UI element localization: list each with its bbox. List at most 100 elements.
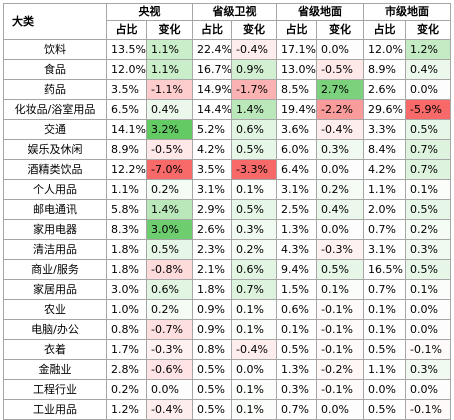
- share-cell: 2.9%: [192, 199, 232, 220]
- share-cell: 2.0%: [363, 199, 406, 220]
- category-cell: 农业: [3, 299, 107, 320]
- category-cell: 商业/服务: [3, 259, 107, 280]
- share-cell: 13.5%: [106, 39, 147, 60]
- change-cell: 0.2%: [231, 239, 277, 260]
- change-cell: 0.1%: [231, 179, 277, 200]
- share-cell: 6.4%: [276, 159, 317, 180]
- share-cell: 1.0%: [106, 299, 147, 320]
- share-cell: 1.1%: [106, 179, 147, 200]
- change-cell: -0.3%: [146, 339, 193, 360]
- category-cell: 药品: [3, 79, 107, 100]
- change-cell: 0.3%: [405, 239, 451, 260]
- change-cell: -0.1%: [405, 399, 451, 420]
- change-cell: 0.0%: [231, 359, 277, 380]
- change-cell: 0.7%: [405, 159, 451, 180]
- change-cell: 0.0%: [405, 79, 451, 100]
- share-cell: 0.5%: [192, 379, 232, 400]
- change-cell: -0.8%: [146, 259, 193, 280]
- share-cell: 3.6%: [276, 119, 317, 140]
- share-cell: 0.7%: [363, 279, 406, 300]
- group-header-provincial-satellite: 省级卫视: [192, 3, 277, 21]
- category-cell: 饮料: [3, 39, 107, 60]
- category-cell: 家居用品: [3, 279, 107, 300]
- share-cell: 8.3%: [106, 219, 147, 240]
- table-row: 个人用品 1.1% 0.2% 3.1% 0.1% 3.1% 0.2% 1.1% 0.1%: [3, 179, 451, 200]
- table-row: 娱乐及休闲 8.9% -0.5% 4.2% 0.5% 6.0% 0.3% 8.4% 0.7%: [3, 139, 451, 160]
- share-cell: 5.2%: [192, 119, 232, 140]
- sub-header-share: 占比: [106, 20, 147, 40]
- category-cell: 娱乐及休闲: [3, 139, 107, 160]
- sub-header-change: 变化: [231, 20, 277, 40]
- share-cell: 19.4%: [276, 99, 317, 120]
- change-cell: 0.5%: [405, 199, 451, 220]
- change-cell: 1.4%: [231, 99, 277, 120]
- category-cell: 工业用品: [3, 399, 107, 420]
- share-cell: 0.7%: [363, 219, 406, 240]
- share-cell: 1.2%: [106, 399, 147, 420]
- change-cell: 0.5%: [231, 139, 277, 160]
- share-cell: 1.8%: [106, 259, 147, 280]
- change-cell: 0.1%: [316, 279, 364, 300]
- share-cell: 3.5%: [192, 159, 232, 180]
- change-cell: -5.9%: [405, 99, 451, 120]
- change-cell: 0.0%: [146, 379, 193, 400]
- change-cell: 0.4%: [146, 99, 193, 120]
- table-row: 化妆品/浴室用品 6.5% 0.4% 14.4% 1.4% 19.4% -2.2% 29.6%…: [3, 99, 451, 120]
- share-cell: 9.4%: [276, 259, 317, 280]
- group-header-cctv: 央视: [106, 3, 193, 21]
- change-cell: 0.1%: [231, 399, 277, 420]
- change-cell: -0.1%: [316, 379, 364, 400]
- category-cell: 金融业: [3, 359, 107, 380]
- share-cell: 0.9%: [192, 319, 232, 340]
- category-header: 大类: [3, 3, 107, 40]
- share-cell: 0.6%: [276, 299, 317, 320]
- change-cell: 0.1%: [405, 179, 451, 200]
- change-cell: 0.2%: [316, 179, 364, 200]
- share-cell: 0.1%: [363, 319, 406, 340]
- share-cell: 0.3%: [276, 379, 317, 400]
- change-cell: 1.1%: [146, 59, 193, 80]
- change-cell: -1.7%: [231, 79, 277, 100]
- share-cell: 4.2%: [192, 139, 232, 160]
- share-cell: 6.0%: [276, 139, 317, 160]
- sub-header-change: 变化: [316, 20, 364, 40]
- table-row: 金融业 2.8% -0.6% 0.5% 0.0% 1.3% -0.2% 1.1% 0.3%: [3, 359, 451, 380]
- table-row: 工程行业 0.2% 0.0% 0.5% 0.1% 0.3% -0.1% 0.0% 0.0%: [3, 379, 451, 400]
- share-cell: 3.1%: [363, 239, 406, 260]
- table-row: 酒精类饮品 12.2% -7.0% 3.5% -3.3% 6.4% 0.0% 4.2% 0.7%: [3, 159, 451, 180]
- change-cell: 1.4%: [146, 199, 193, 220]
- sub-header-share: 占比: [363, 20, 406, 40]
- table-row: 邮电通讯 5.8% 1.4% 2.9% 0.5% 2.5% 0.4% 2.0% 0.5%: [3, 199, 451, 220]
- share-cell: 13.0%: [276, 59, 317, 80]
- change-cell: -1.1%: [146, 79, 193, 100]
- share-cell: 0.5%: [192, 359, 232, 380]
- change-cell: -0.5%: [146, 139, 193, 160]
- change-cell: 0.5%: [405, 259, 451, 280]
- table-row: 交通 14.1% 3.2% 5.2% 0.6% 3.6% -0.4% 3.3% 0.5%: [3, 119, 451, 140]
- share-cell: 14.9%: [192, 79, 232, 100]
- change-cell: 0.2%: [405, 219, 451, 240]
- share-cell: 12.2%: [106, 159, 147, 180]
- group-header-provincial-terrestrial: 省级地面: [276, 3, 364, 21]
- share-cell: 12.0%: [363, 39, 406, 60]
- change-cell: 0.1%: [231, 319, 277, 340]
- share-cell: 14.4%: [192, 99, 232, 120]
- category-cell: 电脑/办公: [3, 319, 107, 340]
- share-cell: 2.1%: [192, 259, 232, 280]
- share-cell: 3.1%: [276, 179, 317, 200]
- change-cell: 0.0%: [405, 299, 451, 320]
- share-cell: 0.5%: [192, 399, 232, 420]
- table-row: 工业用品 1.2% -0.4% 0.5% 0.1% 0.7% 0.0% 0.5% -0.1%: [3, 399, 451, 420]
- share-cell: 2.6%: [192, 219, 232, 240]
- category-cell: 邮电通讯: [3, 199, 107, 220]
- change-cell: 0.0%: [316, 219, 364, 240]
- change-cell: -0.6%: [146, 359, 193, 380]
- ad-share-table: 大类 央视 省级卫视 省级地面 市级地面 占比 变化 占比 变化 占比 变化 占…: [3, 3, 451, 420]
- share-cell: 29.6%: [363, 99, 406, 120]
- table-row: 家用电器 8.3% 3.0% 2.6% 0.3% 1.3% 0.0% 0.7% 0.2%: [3, 219, 451, 240]
- sub-header-row: 占比 变化 占比 变化 占比 变化 占比 变化: [4, 20, 451, 40]
- share-cell: 8.5%: [276, 79, 317, 100]
- change-cell: 0.4%: [316, 199, 364, 220]
- share-cell: 0.5%: [363, 339, 406, 360]
- change-cell: 0.0%: [405, 379, 451, 400]
